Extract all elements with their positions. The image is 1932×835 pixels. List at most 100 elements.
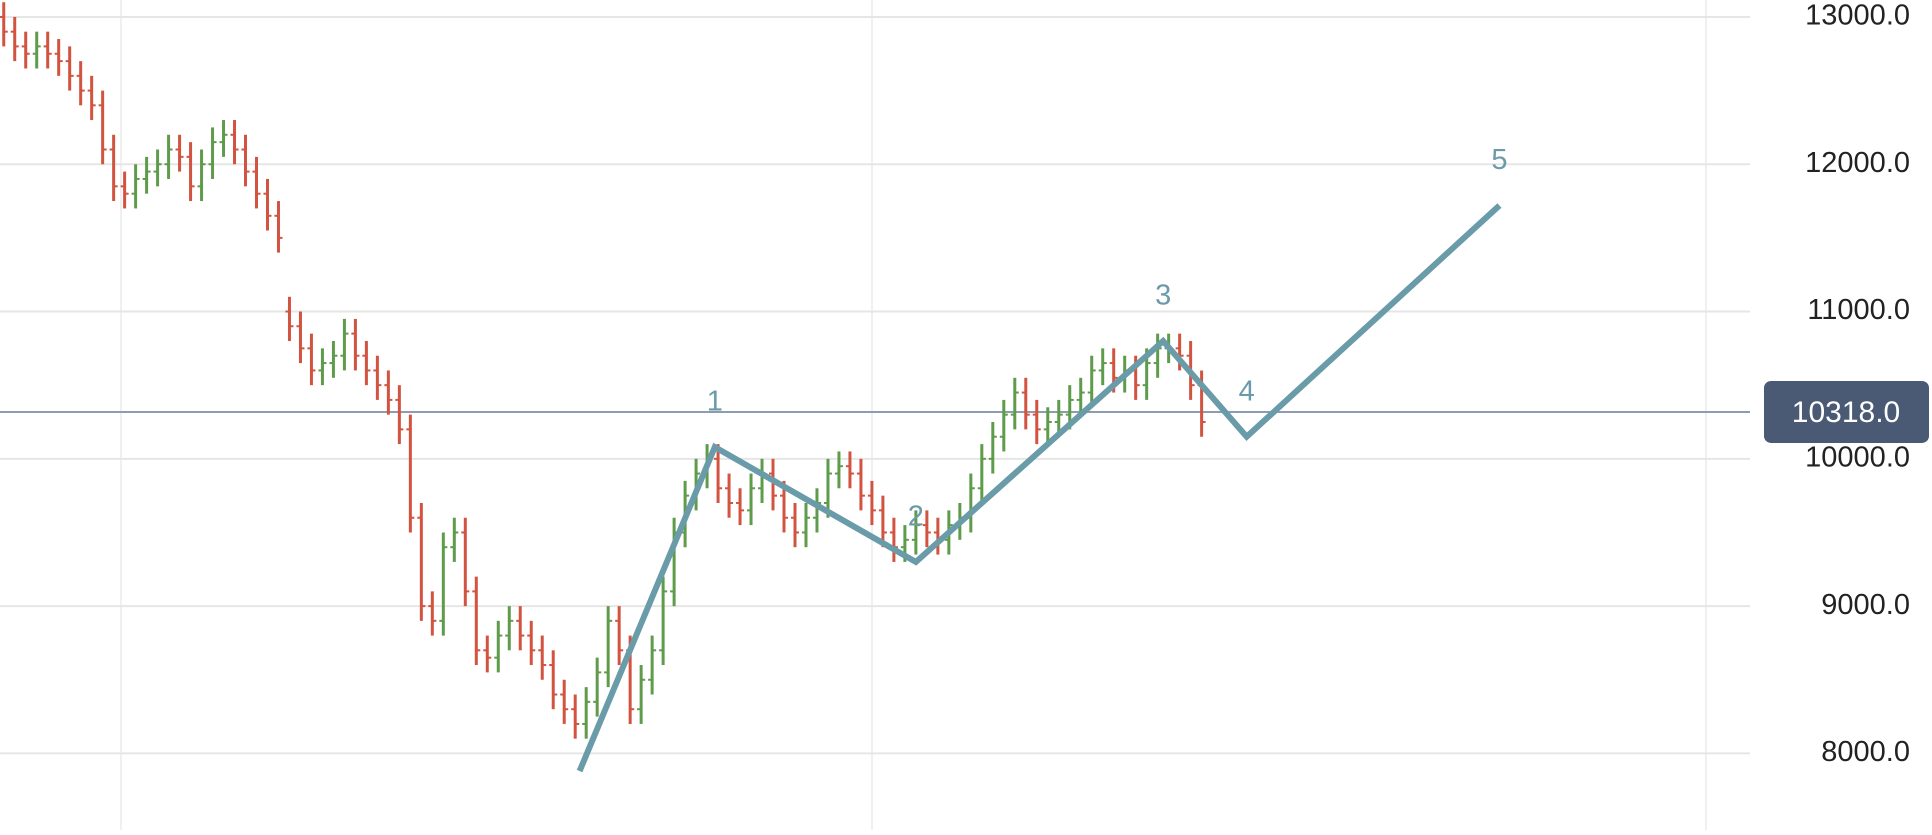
last-price-label: 10318.0 (1792, 396, 1900, 429)
ohlc-bar (878, 495, 887, 548)
ohlc-bar (329, 340, 338, 378)
ohlc-bar (263, 178, 272, 231)
ohlc-bar (648, 635, 657, 695)
ohlc-bar (164, 134, 173, 179)
ohlc-bar (373, 355, 382, 400)
ohlc-bar (505, 606, 514, 651)
wave-label: 5 (1491, 144, 1507, 176)
ohlc-bar (494, 620, 503, 673)
ohlc-bar (439, 532, 448, 636)
ohlc-bar (1043, 407, 1052, 445)
ohlc-bar (76, 61, 85, 106)
wave-label: 1 (707, 386, 723, 418)
ohlc-bar (516, 606, 525, 651)
ohlc-bar (483, 635, 492, 673)
ohlc-bar (208, 127, 217, 179)
ohlc-bar (54, 39, 63, 76)
y-tick-label: 10000.0 (1805, 441, 1910, 473)
ohlc-bar (922, 510, 931, 548)
ohlc-bar (98, 90, 107, 165)
ohlc-bar (351, 318, 360, 371)
ohlc-bar (834, 451, 843, 489)
y-tick-label: 8000.0 (1821, 736, 1910, 768)
ohlc-bar (1076, 377, 1085, 415)
ohlc-bar (417, 503, 426, 621)
ohlc-bar (395, 385, 404, 445)
last-price-box (1764, 380, 1929, 443)
ohlc-bar (142, 156, 151, 194)
ohlc-bar (87, 75, 96, 121)
ohlc-bar (230, 120, 239, 165)
ohlc-bar (801, 503, 810, 548)
ohlc-bar (911, 510, 920, 555)
ohlc-bar (318, 348, 327, 386)
ohlc-bar (966, 473, 975, 533)
ohlc-bar (384, 370, 393, 415)
ohlc-bar (856, 458, 865, 511)
ohlc-bar (582, 687, 591, 739)
ohlc-bar (845, 451, 854, 489)
ohlc-bar (637, 665, 646, 724)
ohlc-bar (296, 311, 305, 364)
ohlc-bar (43, 31, 52, 69)
ohlc-bar (988, 421, 997, 474)
ohlc-bar (889, 517, 898, 562)
ohlc-bar (362, 340, 371, 386)
ohlc-bar (131, 164, 140, 209)
y-tick-label: 12000.0 (1805, 147, 1910, 179)
ohlc-bar (571, 694, 580, 739)
ohlc-bar (461, 517, 470, 607)
wave-label: 3 (1155, 280, 1171, 312)
ohlc-bar (758, 458, 767, 504)
ohlc-bar (1021, 377, 1030, 430)
ohlc-bar (197, 149, 206, 202)
ohlc-bar (790, 503, 799, 548)
ohlc-bar (1010, 377, 1019, 430)
ohlc-bar (307, 333, 316, 386)
ohlc-bar (1098, 348, 1107, 386)
ohlc-bar (340, 318, 349, 371)
ohlc-bar (747, 473, 756, 526)
ohlc-bar (549, 650, 558, 710)
ohlc-bar (10, 16, 19, 62)
ohlc-bar (736, 488, 745, 526)
ohlc-bar (999, 399, 1008, 452)
ohlc-bar (153, 149, 162, 187)
ohlc-bar (186, 142, 195, 202)
ohlc-bar (241, 134, 250, 187)
ohlc-bar (1032, 399, 1041, 445)
wave-label: 4 (1239, 375, 1255, 407)
ohlc-bar (120, 171, 129, 209)
wave-line (576, 203, 1502, 773)
y-tick-label: 9000.0 (1821, 589, 1910, 621)
ohlc-bar (406, 414, 415, 533)
ohlc-bar (593, 657, 602, 717)
ohlc-bar (32, 31, 41, 69)
ohlc-bar (725, 473, 734, 518)
ohlc-bar (867, 480, 876, 526)
ohlc-bar (428, 591, 437, 636)
ohlc-bar (1087, 355, 1096, 408)
wave-label: 2 (908, 501, 924, 533)
ohlc-bar (450, 517, 459, 562)
ohlc-bar (769, 458, 778, 511)
y-tick-label: 11000.0 (1807, 294, 1910, 326)
ohlc-bar (472, 576, 481, 666)
ohlc-bar (65, 46, 74, 91)
ohlc-bar (0, 2, 8, 47)
ohlc-bar (714, 444, 723, 504)
ohlc-bar (285, 296, 294, 341)
ohlc-bar (604, 606, 613, 688)
ohlc-bar (659, 576, 668, 666)
ohlc-bar (274, 201, 283, 253)
ohlc-bar (109, 134, 118, 202)
y-tick-label: 13000.0 (1805, 0, 1910, 32)
ohlc-bar (823, 458, 832, 518)
ohlc-bar (175, 134, 184, 172)
ohlc-bar (252, 156, 261, 209)
ohlc-bar (977, 444, 986, 504)
ohlc-bar (21, 31, 30, 69)
ohlc-bar (219, 120, 228, 157)
